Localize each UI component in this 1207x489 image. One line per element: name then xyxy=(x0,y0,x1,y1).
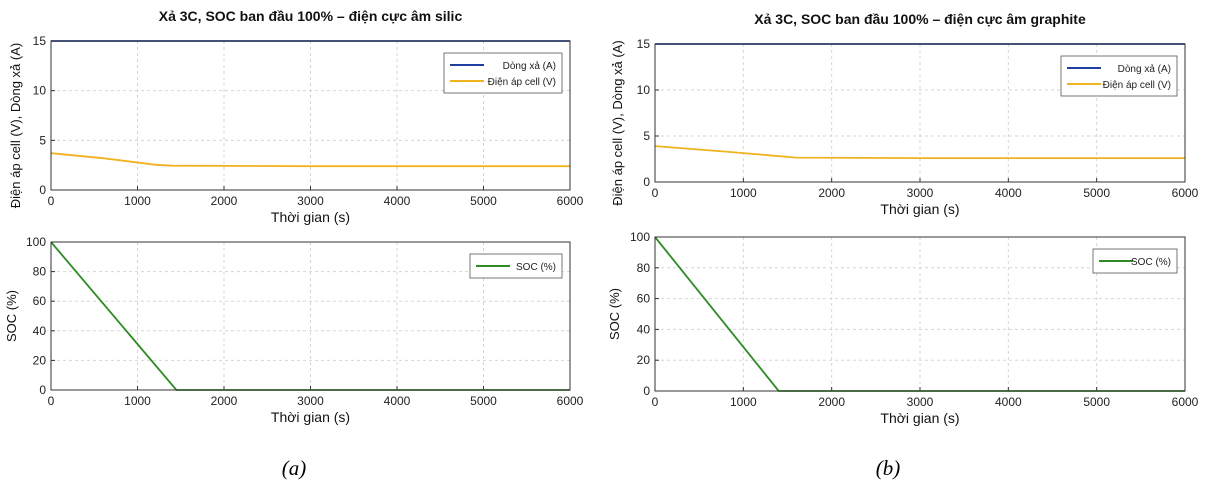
legend-label: Điện áp cell (V) xyxy=(1103,80,1171,91)
y-tick-label: 100 xyxy=(26,235,46,249)
x-tick-label: 6000 xyxy=(557,394,584,408)
legend-box xyxy=(443,52,563,94)
axes-frame xyxy=(654,236,1186,392)
y-tick-label: 80 xyxy=(33,265,47,279)
chart-a-top: 0 1000 2000 3000 4000 5000 6000 0 5 10 15 Dòng xả (… xyxy=(8,8,584,225)
x-axis-label: Thời gian (s) xyxy=(880,201,959,217)
legend-box xyxy=(469,253,563,279)
y-axis-label: Điện áp cell (V), Dòng xả (A) xyxy=(8,43,23,208)
y-tick-label: 20 xyxy=(637,353,651,367)
x-tick-label: 6000 xyxy=(1172,186,1199,200)
x-tick-label: 5000 xyxy=(1083,186,1110,200)
chart-title: Xả 3C, SOC ban đầu 100% – điện cực âm si… xyxy=(159,8,463,24)
chart-a-bottom: 0 1000 2000 3000 4000 5000 6000 0 20 40 60 80 100 SOC… xyxy=(4,235,584,425)
caption-b: (b) xyxy=(875,456,901,480)
caption-a: (a) xyxy=(281,456,307,480)
y-tick-label: 15 xyxy=(637,37,651,51)
x-tick-label: 4000 xyxy=(995,186,1022,200)
x-tick-label: 0 xyxy=(652,186,659,200)
y-tick-label: 10 xyxy=(33,84,47,98)
y-tick-label: 0 xyxy=(39,183,46,197)
x-tick-label: 3000 xyxy=(297,394,324,408)
chart-b-top: 0 1000 2000 3000 4000 5000 6000 0 5 10 15 Dòng xả (… xyxy=(610,11,1199,217)
y-tick-label: 5 xyxy=(39,133,46,147)
x-tick-label: 3000 xyxy=(907,395,934,409)
axes-frame xyxy=(50,40,571,191)
x-tick-label: 0 xyxy=(652,395,659,409)
x-axis-label: Thời gian (s) xyxy=(880,410,959,426)
x-tick-label: 2000 xyxy=(211,194,238,208)
y-tick-label: 60 xyxy=(637,292,651,306)
chart-b-bottom: 0 1000 2000 3000 4000 5000 6000 0 20 40 60 80 100 SOC… xyxy=(607,230,1199,426)
x-tick-label: 5000 xyxy=(470,394,497,408)
x-tick-label: 4000 xyxy=(995,395,1022,409)
x-tick-label: 1000 xyxy=(124,394,151,408)
x-tick-label: 5000 xyxy=(470,194,497,208)
y-tick-label: 0 xyxy=(643,175,650,189)
legend: SOC (%) xyxy=(1092,248,1178,274)
y-tick-label: 100 xyxy=(630,230,650,244)
legend-label: Dòng xả (A) xyxy=(503,61,556,72)
x-tick-label: 5000 xyxy=(1083,395,1110,409)
y-tick-label: 0 xyxy=(643,384,650,398)
x-tick-label: 4000 xyxy=(384,194,411,208)
x-tick-label: 0 xyxy=(48,394,55,408)
x-tick-label: 3000 xyxy=(907,186,934,200)
x-axis-label: Thời gian (s) xyxy=(271,409,350,425)
series-line-1 xyxy=(654,145,1185,160)
series-line-1 xyxy=(50,152,570,168)
y-tick-label: 10 xyxy=(637,83,651,97)
legend: SOC (%) xyxy=(469,253,563,279)
legend-box xyxy=(1060,55,1178,97)
legend: Dòng xả (A) Điện áp cell (V) xyxy=(443,52,563,94)
legend-label: SOC (%) xyxy=(516,262,556,273)
y-tick-label: 5 xyxy=(643,129,650,143)
x-tick-label: 2000 xyxy=(818,395,845,409)
y-axis-label: SOC (%) xyxy=(607,288,622,340)
y-tick-label: 0 xyxy=(39,383,46,397)
x-tick-label: 6000 xyxy=(557,194,584,208)
x-tick-label: 1000 xyxy=(124,194,151,208)
x-tick-label: 3000 xyxy=(297,194,324,208)
legend-label: Dòng xả (A) xyxy=(1118,64,1171,75)
y-tick-label: 40 xyxy=(637,322,651,336)
x-tick-label: 1000 xyxy=(730,186,757,200)
y-tick-label: 20 xyxy=(33,353,47,367)
x-tick-label: 1000 xyxy=(730,395,757,409)
y-axis-label: Điện áp cell (V), Dòng xả (A) xyxy=(610,40,625,205)
y-axis-label: SOC (%) xyxy=(4,290,19,342)
y-tick-label: 15 xyxy=(33,34,47,48)
x-tick-label: 2000 xyxy=(211,394,238,408)
x-tick-label: 2000 xyxy=(818,186,845,200)
y-tick-label: 40 xyxy=(33,324,47,338)
y-tick-label: 60 xyxy=(33,294,47,308)
x-tick-label: 4000 xyxy=(384,394,411,408)
axes-frame xyxy=(654,43,1186,183)
x-tick-label: 6000 xyxy=(1172,395,1199,409)
legend: Dòng xả (A) Điện áp cell (V) xyxy=(1060,55,1178,97)
axes-frame xyxy=(50,241,571,391)
chart-title: Xả 3C, SOC ban đầu 100% – điện cực âm gr… xyxy=(754,11,1086,27)
y-tick-label: 80 xyxy=(637,261,651,275)
x-axis-label: Thời gian (s) xyxy=(271,209,350,225)
legend-label: SOC (%) xyxy=(1131,257,1171,268)
x-tick-label: 0 xyxy=(48,194,55,208)
legend-label: Điện áp cell (V) xyxy=(488,77,556,88)
